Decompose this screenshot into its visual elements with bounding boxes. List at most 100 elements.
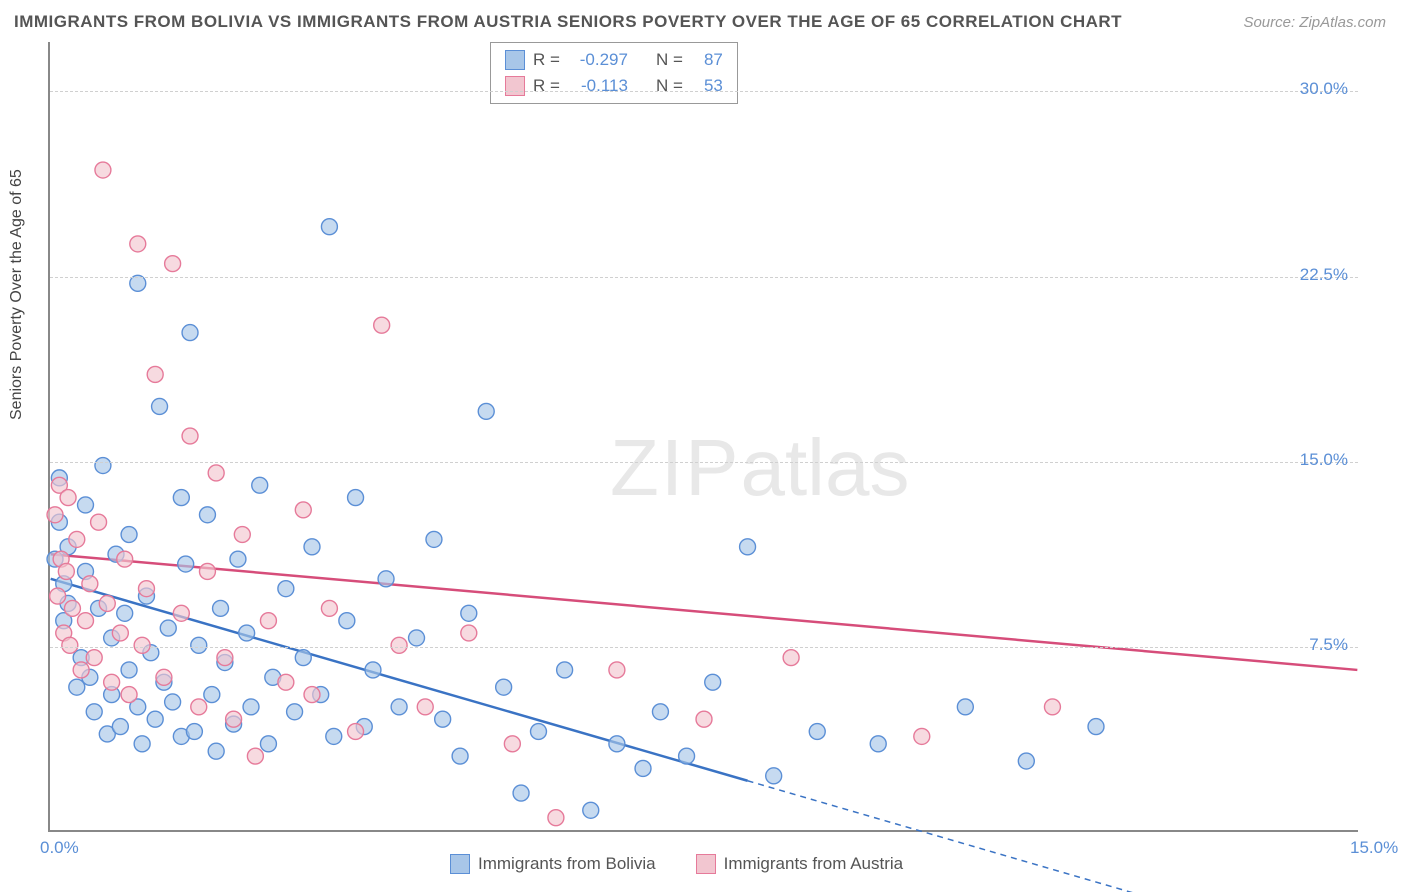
data-point <box>557 662 573 678</box>
data-point <box>78 613 94 629</box>
data-point <box>117 605 133 621</box>
data-point <box>378 571 394 587</box>
data-point <box>213 600 229 616</box>
plot-area: ZIPatlas R = -0.297 N = 87 R = -0.113 N … <box>48 42 1358 832</box>
data-point <box>69 531 85 547</box>
data-point <box>165 694 181 710</box>
trend-line-ext <box>748 781 1358 892</box>
data-point <box>117 551 133 567</box>
data-point <box>73 662 89 678</box>
data-point <box>243 699 259 715</box>
data-point <box>740 539 756 555</box>
data-point <box>326 728 342 744</box>
data-point <box>766 768 782 784</box>
y-tick-label: 15.0% <box>1300 450 1348 470</box>
n-value: 53 <box>691 76 723 96</box>
data-point <box>260 613 276 629</box>
data-point <box>374 317 390 333</box>
data-point <box>112 719 128 735</box>
data-point <box>652 704 668 720</box>
data-point <box>112 625 128 641</box>
legend-row: R = -0.297 N = 87 <box>505 47 723 73</box>
data-point <box>204 687 220 703</box>
data-point <box>156 669 172 685</box>
data-point <box>173 605 189 621</box>
x-tick-label: 15.0% <box>1350 838 1398 858</box>
data-point <box>182 325 198 341</box>
r-label: R = <box>533 50 560 70</box>
legend-swatch <box>696 854 716 874</box>
data-point <box>478 403 494 419</box>
data-point <box>247 748 263 764</box>
y-tick-label: 7.5% <box>1309 635 1348 655</box>
data-point <box>1044 699 1060 715</box>
data-point <box>139 581 155 597</box>
scatter-svg <box>50 42 1358 830</box>
data-point <box>339 613 355 629</box>
legend-row: R = -0.113 N = 53 <box>505 73 723 99</box>
data-point <box>287 704 303 720</box>
y-tick-label: 22.5% <box>1300 265 1348 285</box>
data-point <box>278 674 294 690</box>
data-point <box>295 502 311 518</box>
gridline <box>50 277 1358 278</box>
x-tick-label: 0.0% <box>40 838 79 858</box>
source-label: Source: ZipAtlas.com <box>1243 14 1386 31</box>
data-point <box>47 507 63 523</box>
data-point <box>583 802 599 818</box>
data-point <box>191 637 207 653</box>
data-point <box>60 490 76 506</box>
data-point <box>134 637 150 653</box>
data-point <box>461 605 477 621</box>
legend-item: Immigrants from Austria <box>696 854 904 874</box>
data-point <box>304 539 320 555</box>
gridline <box>50 462 1358 463</box>
data-point <box>461 625 477 641</box>
data-point <box>95 458 111 474</box>
data-point <box>208 465 224 481</box>
data-point <box>121 687 137 703</box>
data-point <box>391 699 407 715</box>
data-point <box>409 630 425 646</box>
data-point <box>435 711 451 727</box>
data-point <box>679 748 695 764</box>
data-point <box>513 785 529 801</box>
data-point <box>426 531 442 547</box>
legend-label: Immigrants from Austria <box>724 854 904 874</box>
n-label: N = <box>656 76 683 96</box>
data-point <box>417 699 433 715</box>
data-point <box>160 620 176 636</box>
data-point <box>609 736 625 752</box>
data-point <box>121 662 137 678</box>
data-point <box>178 556 194 572</box>
data-point <box>783 650 799 666</box>
data-point <box>152 398 168 414</box>
gridline <box>50 91 1358 92</box>
data-point <box>548 810 564 826</box>
correlation-legend: R = -0.297 N = 87 R = -0.113 N = 53 <box>490 42 738 104</box>
data-point <box>504 736 520 752</box>
data-point <box>348 724 364 740</box>
n-label: N = <box>656 50 683 70</box>
data-point <box>199 563 215 579</box>
data-point <box>531 724 547 740</box>
data-point <box>496 679 512 695</box>
data-point <box>91 514 107 530</box>
chart-title: IMMIGRANTS FROM BOLIVIA VS IMMIGRANTS FR… <box>14 12 1122 32</box>
data-point <box>304 687 320 703</box>
data-point <box>208 743 224 759</box>
data-point <box>173 490 189 506</box>
data-point <box>226 711 242 727</box>
data-point <box>914 728 930 744</box>
data-point <box>130 275 146 291</box>
data-point <box>452 748 468 764</box>
data-point <box>365 662 381 678</box>
data-point <box>230 551 246 567</box>
data-point <box>809 724 825 740</box>
legend-item: Immigrants from Bolivia <box>450 854 656 874</box>
data-point <box>870 736 886 752</box>
data-point <box>957 699 973 715</box>
data-point <box>234 527 250 543</box>
data-point <box>348 490 364 506</box>
data-point <box>99 595 115 611</box>
